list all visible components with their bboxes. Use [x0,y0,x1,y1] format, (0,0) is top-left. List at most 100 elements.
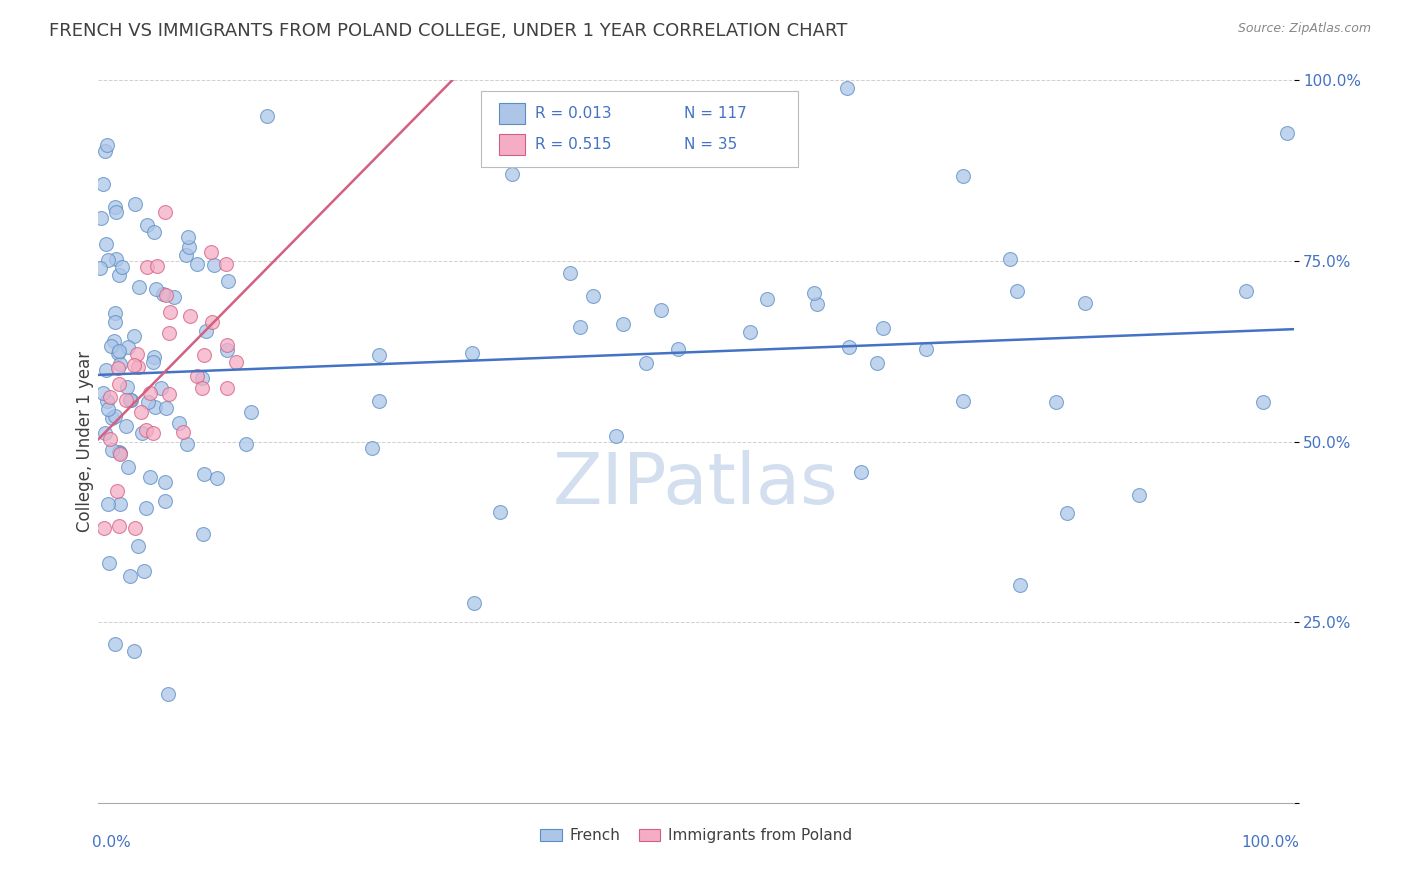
Point [756,293,779,307]
Point [100,339,122,353]
Point [108,446,131,460]
Point [103,334,125,349]
Point [1128,488,1150,502]
Point [1056,506,1078,520]
Point [132,564,155,578]
Point [952,393,974,408]
Point [104,409,127,423]
FancyBboxPatch shape [481,91,797,167]
Point [104,306,127,320]
Point [558,266,581,280]
Text: N = 117: N = 117 [685,106,747,121]
Point [568,320,591,334]
Point [1074,296,1097,310]
Point [195,324,218,338]
Point [152,287,174,301]
Point [463,596,485,610]
Point [803,286,825,301]
FancyBboxPatch shape [499,135,524,154]
Point [122,644,145,658]
Point [142,354,165,368]
Point [100,390,122,404]
Text: Source: ZipAtlas.com: Source: ZipAtlas.com [1237,22,1371,36]
Point [127,347,149,361]
Point [193,467,215,482]
Point [105,484,128,499]
Point [666,343,689,357]
Point [612,317,634,331]
Point [256,109,278,123]
Point [136,218,159,232]
Point [866,356,889,370]
Text: 0.0%: 0.0% [93,835,131,850]
Point [217,274,239,288]
Point [1045,394,1067,409]
Point [157,326,180,340]
Point [101,411,124,425]
Point [108,377,131,392]
Point [1010,578,1032,592]
Point [98,556,121,570]
Point [127,539,149,553]
Point [124,197,146,211]
Point [1277,126,1299,140]
Point [215,380,238,394]
Point [186,257,208,271]
Text: ZIPatlas: ZIPatlas [553,450,839,519]
Point [117,340,139,354]
Point [186,369,208,384]
Point [124,358,146,372]
Point [135,423,157,437]
Point [155,475,177,489]
Point [107,346,129,360]
Point [159,305,181,319]
Point [114,392,136,407]
Point [217,343,239,357]
Point [139,386,162,401]
Point [96,363,118,377]
Point [104,205,127,219]
Point [110,497,132,511]
Point [127,360,149,375]
Point [96,137,118,152]
Point [97,401,120,416]
Point [952,169,974,183]
Text: N = 35: N = 35 [685,137,737,152]
Point [215,257,238,271]
Point [105,252,128,266]
Point [806,297,828,311]
Point [139,470,162,484]
Point [740,325,762,339]
Point [117,380,139,394]
Point [97,497,120,511]
Point [97,252,120,267]
Point [111,260,134,275]
Point [120,392,142,407]
Point [107,361,129,376]
Point [124,329,146,343]
Point [177,240,200,254]
Point [89,261,111,276]
Point [96,393,118,408]
Point [104,637,127,651]
Point [239,404,262,418]
Point [201,314,224,328]
Point [1234,285,1257,299]
Point [94,425,117,440]
Point [101,443,124,458]
Point [177,229,200,244]
Point [176,436,198,450]
Text: FRENCH VS IMMIGRANTS FROM POLAND COLLEGE, UNDER 1 YEAR CORRELATION CHART: FRENCH VS IMMIGRANTS FROM POLAND COLLEGE… [49,22,848,40]
Point [90,211,112,225]
Point [91,177,114,191]
Point [108,519,131,533]
Point [108,344,131,359]
Text: 100.0%: 100.0% [1241,835,1299,850]
Point [91,386,114,401]
Point [367,393,389,408]
Point [872,321,894,335]
Point [143,351,166,365]
Point [235,436,257,450]
Point [193,348,215,362]
Point [117,459,139,474]
